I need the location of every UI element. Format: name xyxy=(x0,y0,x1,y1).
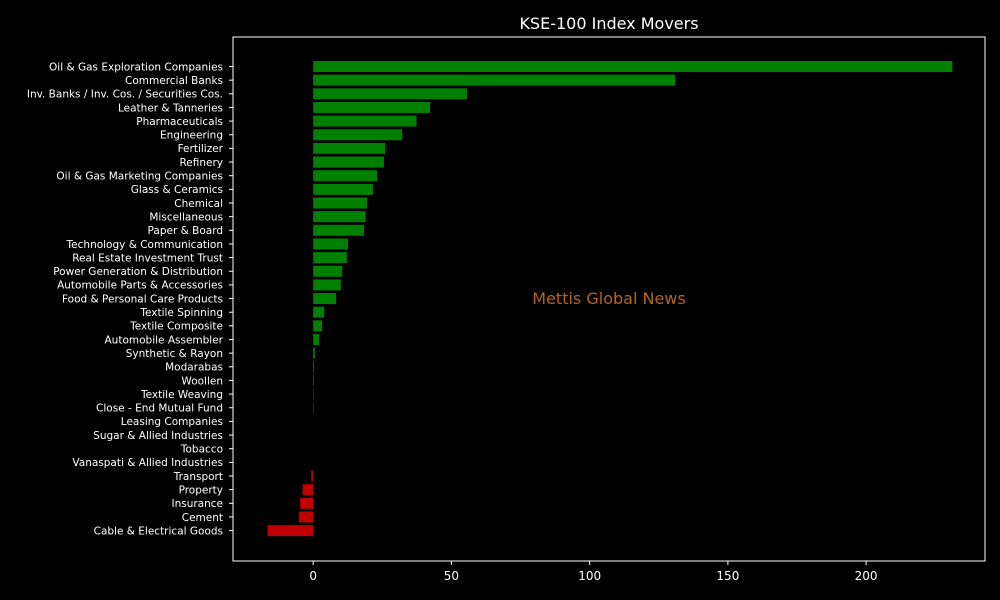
bar xyxy=(311,470,314,482)
bar xyxy=(313,74,676,86)
bar xyxy=(313,334,319,345)
category-label: Commercial Banks xyxy=(125,75,223,87)
bar xyxy=(313,238,349,250)
x-tick-label: 0 xyxy=(309,569,317,583)
category-label: Automobile Assembler xyxy=(105,334,224,346)
bar xyxy=(300,497,314,509)
bar xyxy=(313,61,953,72)
category-label: Oil & Gas Exploration Companies xyxy=(49,61,223,73)
category-label: Synthetic & Rayon xyxy=(126,348,223,360)
category-labels-group: Oil & Gas Exploration Companies Commercia… xyxy=(27,61,233,537)
bar xyxy=(313,306,325,318)
x-tick-label: 100 xyxy=(578,569,601,583)
bar xyxy=(313,101,431,113)
bar xyxy=(313,115,417,127)
plot-frame xyxy=(232,36,986,562)
category-label: Chemical xyxy=(174,198,223,210)
bars-group xyxy=(267,61,953,537)
category-label: Engineering xyxy=(160,130,223,142)
bar xyxy=(302,484,314,496)
category-label: Food & Personal Care Products xyxy=(62,293,223,305)
chart-title: KSE-100 Index Movers xyxy=(519,14,698,33)
category-label: Miscellaneous xyxy=(149,211,223,223)
x-tick-label: 200 xyxy=(855,569,878,583)
category-label: Woollen xyxy=(181,375,223,387)
category-label: Leather & Tanneries xyxy=(118,102,223,114)
category-label: Modarabas xyxy=(165,362,223,374)
watermark-text: Mettis Global News xyxy=(532,289,685,308)
bar xyxy=(313,142,386,154)
bar xyxy=(313,197,368,209)
category-label: Sugar & Allied Industries xyxy=(93,430,223,442)
bar xyxy=(313,129,403,141)
category-label: Paper & Board xyxy=(148,225,223,237)
category-label: Vanaspati & Allied Industries xyxy=(72,457,223,469)
bar xyxy=(313,265,343,277)
category-label: Real Estate Investment Trust xyxy=(72,252,223,264)
bar xyxy=(313,252,347,264)
bar xyxy=(267,525,314,537)
category-label: Cement xyxy=(182,512,223,524)
bar xyxy=(313,293,337,305)
category-label: Fertilizer xyxy=(178,143,224,155)
bar xyxy=(313,388,314,400)
x-ticks-group: 0 50 100 150 200 xyxy=(309,561,878,583)
category-label: Leasing Companies xyxy=(121,416,223,428)
category-label: Inv. Banks / Inv. Cos. / Securities Cos. xyxy=(27,89,223,101)
bar xyxy=(313,320,323,332)
bar xyxy=(313,361,315,373)
bar xyxy=(313,156,384,168)
category-label: Close - End Mutual Fund xyxy=(96,403,223,415)
bar xyxy=(313,211,366,223)
category-label: Refinery xyxy=(179,157,223,169)
bar xyxy=(313,374,314,386)
category-label: Textile Composite xyxy=(129,321,223,333)
category-label: Tobacco xyxy=(180,444,223,456)
bar xyxy=(313,279,341,291)
bar xyxy=(313,347,315,359)
category-label: Pharmaceuticals xyxy=(136,116,223,128)
bar xyxy=(298,511,314,523)
bar xyxy=(313,224,365,236)
x-tick-label: 50 xyxy=(444,569,459,583)
category-label: Textile Spinning xyxy=(139,307,223,319)
category-label: Insurance xyxy=(171,498,223,510)
category-label: Textile Weaving xyxy=(140,389,223,401)
category-label: Automobile Parts & Accessories xyxy=(57,280,223,292)
bar xyxy=(313,170,378,182)
category-label: Technology & Communication xyxy=(66,239,223,251)
category-label: Transport xyxy=(173,471,223,483)
bar xyxy=(313,88,467,100)
x-tick-label: 150 xyxy=(716,569,739,583)
category-label: Property xyxy=(179,484,223,496)
category-label: Power Generation & Distribution xyxy=(53,266,223,278)
category-label: Oil & Gas Marketing Companies xyxy=(56,171,223,183)
category-label: Cable & Electrical Goods xyxy=(94,525,223,537)
bar xyxy=(313,402,314,414)
bar xyxy=(313,183,373,195)
category-label: Glass & Ceramics xyxy=(131,184,223,196)
